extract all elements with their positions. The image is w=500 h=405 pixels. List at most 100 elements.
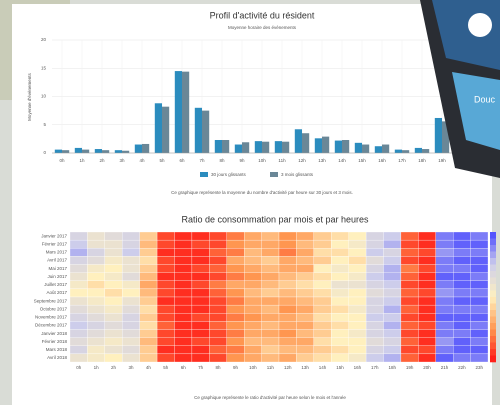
x-tick-label: 7h — [199, 158, 205, 163]
heatmap-cell — [296, 248, 313, 256]
heatmap-cell — [227, 289, 244, 297]
legend-label: 30 jours glissants — [211, 172, 247, 177]
x-tick-label: 6h — [179, 158, 185, 163]
x-tick-label: 14h — [338, 158, 346, 163]
chart-subtitle: Moyenne horaire des évènements — [228, 25, 297, 30]
heatmap-cell — [401, 330, 418, 338]
heatmap-cell — [314, 248, 331, 256]
heatmap-cell — [105, 232, 122, 240]
heatmap-cell — [192, 265, 209, 273]
colorbar-segment — [490, 336, 496, 343]
heatmap-cell — [366, 330, 383, 338]
x-tick-label: 12h — [298, 158, 306, 163]
heatmap-cell — [436, 354, 453, 362]
y-tick-label: Septembre 2017 — [34, 298, 68, 303]
heatmap-cell — [366, 265, 383, 273]
heatmap-cell — [105, 305, 122, 313]
heatmap-cell — [244, 297, 261, 305]
heatmap-cell — [105, 265, 122, 273]
heatmap-cell — [70, 330, 87, 338]
heatmap-cell — [471, 346, 488, 354]
heatmap-cell — [244, 305, 261, 313]
heatmap-cell — [453, 289, 470, 297]
heatmap-cell — [227, 346, 244, 354]
heatmap-cell — [436, 281, 453, 289]
heatmap-cell — [175, 248, 192, 256]
heatmap-cell — [453, 321, 470, 329]
x-tick-label: 6h — [181, 365, 187, 370]
heatmap-cell — [349, 289, 366, 297]
heatmap-cell — [262, 256, 279, 264]
heatmap-cell — [244, 281, 261, 289]
heatmap-cell — [87, 313, 104, 321]
heatmap-cell — [140, 281, 157, 289]
heatmap-cell — [157, 248, 174, 256]
heatmap-cell — [366, 232, 383, 240]
heatmap-cell — [70, 346, 87, 354]
heatmap-cell — [279, 256, 296, 264]
colorbar-segment — [490, 278, 496, 285]
heatmap-cell — [296, 289, 313, 297]
bar — [115, 150, 122, 153]
heatmap-cell — [384, 232, 401, 240]
heatmap-cell — [157, 273, 174, 281]
heatmap-cell — [175, 313, 192, 321]
heatmap-cell — [279, 273, 296, 281]
heatmap-cell — [262, 232, 279, 240]
heatmap-cell — [349, 273, 366, 281]
chart-caption: Ce graphique représente la moyenne du no… — [171, 190, 353, 195]
heatmap-cell — [436, 313, 453, 321]
heatmap-cell — [349, 330, 366, 338]
x-tick-label: 0h — [59, 158, 65, 163]
heatmap-cell — [192, 354, 209, 362]
heatmap-cell — [296, 297, 313, 305]
heatmap-cell — [418, 305, 435, 313]
heatmap-cell — [384, 256, 401, 264]
heatmap-cell — [209, 232, 226, 240]
heatmap-cell — [314, 313, 331, 321]
bar — [82, 150, 89, 153]
heatmap-cell — [296, 313, 313, 321]
bar — [415, 148, 422, 153]
heatmap-cell — [314, 281, 331, 289]
heatmap-cell — [296, 346, 313, 354]
heatmap-cell — [227, 248, 244, 256]
x-tick-label: 9h — [233, 365, 239, 370]
heatmap-cell — [192, 248, 209, 256]
heatmap-cell — [209, 305, 226, 313]
heatmap-cell — [471, 248, 488, 256]
heatmap-cell — [471, 297, 488, 305]
heatmap-cell — [105, 354, 122, 362]
heatmap-cell — [70, 281, 87, 289]
heatmap-cell — [384, 354, 401, 362]
y-tick-label: Octobre 2017 — [40, 306, 68, 311]
heatmap-cell — [175, 240, 192, 248]
heatmap-cell — [175, 281, 192, 289]
heatmap-cell — [453, 330, 470, 338]
heatmap-cell — [227, 256, 244, 264]
heatmap-cell — [349, 240, 366, 248]
heatmap-cell — [471, 338, 488, 346]
heatmap-cell — [418, 313, 435, 321]
x-tick-label: 5h — [163, 365, 169, 370]
heatmap-cell — [401, 346, 418, 354]
heatmap-cell — [366, 313, 383, 321]
heatmap-cell — [349, 265, 366, 273]
heatmap-cell — [331, 281, 348, 289]
heatmap-cell — [331, 313, 348, 321]
heatmap-cell — [401, 321, 418, 329]
heatmap-cell — [122, 305, 139, 313]
heatmap-cell — [384, 248, 401, 256]
heatmap-cell — [244, 330, 261, 338]
y-tick-label: Décembre 2017 — [35, 323, 68, 328]
heatmap-cell — [401, 305, 418, 313]
x-tick-label: 11h — [278, 158, 286, 163]
colorbar-segment — [490, 343, 496, 350]
bar — [375, 146, 382, 153]
x-tick-label: 5h — [159, 158, 165, 163]
heatmap-cell — [314, 265, 331, 273]
heatmap-cell — [244, 289, 261, 297]
heatmap-cell — [453, 248, 470, 256]
heatmap-cell — [244, 313, 261, 321]
heatmap-cell — [192, 256, 209, 264]
